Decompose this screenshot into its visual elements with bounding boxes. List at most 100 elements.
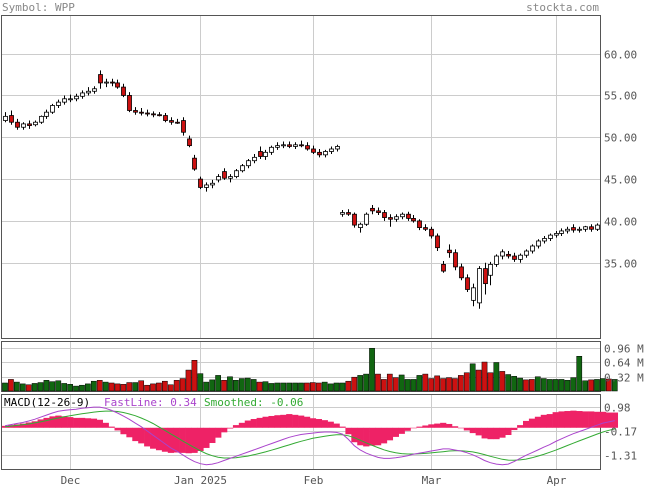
volume-bar [410,379,417,392]
candle-body [376,210,381,213]
x-tick-label: Dec [61,474,81,486]
candle-body [358,223,363,229]
macd-histogram-bar [79,417,86,428]
candle-body [157,114,162,117]
macd-histogram-bar [333,423,340,428]
candle-body [56,101,61,106]
macd-histogram-bar [410,427,417,429]
smoothed-line [4,410,615,461]
macd-histogram-bar [280,414,287,428]
volume-bar [611,379,618,392]
macd-histogram-bar [380,427,388,444]
candle-body [216,176,221,181]
x-tick-label: Apr [547,474,567,486]
candle-body [370,207,375,212]
macd-histogram-bar [96,419,103,428]
candle-body [346,212,351,215]
candle-body [429,228,434,237]
candle-body [453,252,458,268]
volume-bar [274,382,281,392]
candle-body [210,182,215,186]
symbol-label: Symbol: WPP [2,1,75,14]
volume-bar [144,384,150,392]
macd-histogram-bar [599,411,607,428]
volume-bar [392,377,399,392]
volume-bar [327,383,334,392]
macd-histogram-bar [528,418,536,428]
macd-title: MACD(12-26-9) [4,396,90,409]
candle-body [364,213,369,225]
volume-bar [558,379,565,392]
volume-bar [73,385,79,392]
candle-body [44,111,49,117]
volume-tick-label: 0.32 M [604,372,644,385]
volume-bar [304,382,310,392]
volume-bar [138,380,145,392]
volume-bar [511,376,517,392]
macd-histogram-bar [457,427,465,429]
candle-body [222,171,227,179]
candle-body [329,148,334,152]
macd-histogram-bar [564,411,571,428]
volume-bar [351,376,358,392]
candle-body [471,287,476,301]
volume-bar [286,382,293,392]
volume-panel [1,341,601,392]
volume-bar [96,380,103,392]
macd-histogram-bar [90,418,98,428]
candle-body [228,176,233,179]
candle-body [50,105,55,113]
volume-bar [256,381,263,392]
candle-body [542,238,547,242]
volume-bar [85,383,91,392]
candle-body [175,121,180,124]
macd-histogram-bar [13,424,21,428]
macd-histogram-bar [114,427,121,431]
candle-body [181,120,186,133]
candle-body [352,213,357,226]
candle-body [198,178,203,188]
macd-histogram-bar [120,427,127,435]
volume-bar [457,375,464,392]
volume-bar [398,374,405,392]
macd-histogram-bar [558,411,565,428]
macd-histogram-bar [286,414,293,428]
candle-body [204,184,209,188]
candle-body [115,82,120,88]
macd-panel [1,394,601,470]
candle-body [163,115,168,121]
macd-histogram-bar [570,410,577,428]
candle-body [459,266,464,279]
volume-bar [386,373,393,392]
volume-bar [523,379,529,392]
macd-histogram-bar [611,412,619,428]
volume-bar [102,381,109,392]
macd-histogram-bar [605,412,613,428]
macd-histogram-bar [298,415,305,428]
fast-line [4,406,615,466]
volume-bar [600,378,606,392]
volume-bar [13,381,20,392]
volume-bar [79,384,85,392]
macd-histogram-bar [126,427,133,438]
volume-bar [505,374,512,392]
macd-histogram-bar [357,427,364,446]
macd-histogram-bar [315,419,323,428]
candle-body [92,88,97,92]
macd-histogram-bar [209,427,216,443]
macd-histogram-bar [339,426,346,428]
volume-bar [227,376,233,392]
macd-histogram-bar [43,417,50,428]
volume-bar [61,383,68,392]
candle-body [465,277,470,290]
macd-histogram-bar [345,427,352,435]
volume-bar [339,382,346,392]
macd-plot [2,406,619,466]
macd-histogram-bar [487,427,494,440]
candle-body [400,213,405,218]
candle-body [39,115,44,123]
volume-bar [262,381,269,392]
candle-body [74,95,79,100]
macd-histogram-bar [132,427,139,442]
volume-bar [576,356,583,392]
